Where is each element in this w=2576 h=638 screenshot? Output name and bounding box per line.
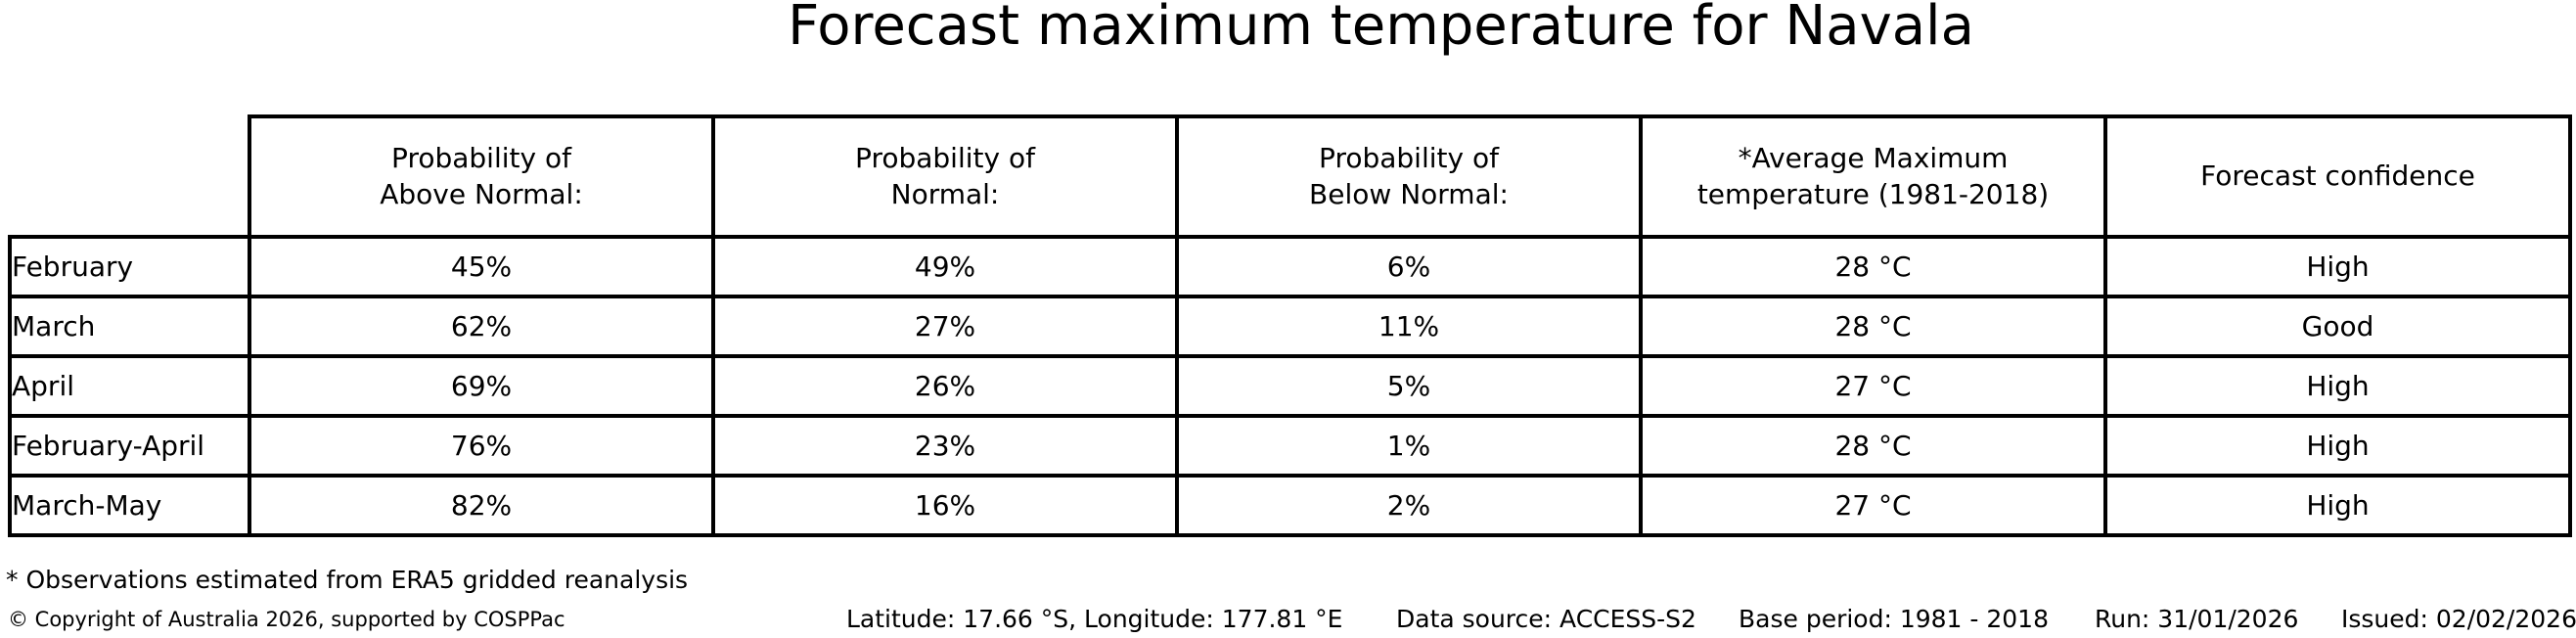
data-cell: 76%: [248, 414, 715, 478]
issued-date-text: Issued: 02/02/2026: [2341, 605, 2576, 633]
table-row: February-April 76% 23% 1% 28 °C High: [8, 414, 2572, 478]
data-cell: 69%: [248, 354, 715, 418]
data-cell: 5%: [1175, 354, 1643, 418]
data-cell: 45%: [248, 235, 715, 298]
row-label-cell: March-May: [8, 474, 251, 537]
column-header-probability-above-normal: Probability of Above Normal:: [248, 114, 715, 239]
data-cell: 1%: [1175, 414, 1643, 478]
column-header-average-maximum-temperature: *Average Maximum temperature (1981-2018): [1639, 114, 2107, 239]
row-label-cell: February: [8, 235, 251, 298]
data-cell: Good: [2103, 295, 2572, 358]
data-cell: High: [2103, 235, 2572, 298]
data-cell: 27 °C: [1639, 354, 2107, 418]
data-source-text: Data source: ACCESS-S2: [1396, 605, 1696, 633]
data-cell: High: [2103, 474, 2572, 537]
row-label-cell: February-April: [8, 414, 251, 478]
row-label-cell: March: [8, 295, 251, 358]
table-row: March 62% 27% 11% 28 °C Good: [8, 295, 2572, 358]
column-header-probability-below-normal: Probability of Below Normal:: [1175, 114, 1643, 239]
corner-cell: [10, 116, 249, 237]
data-cell: 11%: [1175, 295, 1643, 358]
forecast-table: Probability of Above Normal: Probability…: [8, 114, 2572, 537]
data-cell: High: [2103, 414, 2572, 478]
data-cell: 23%: [711, 414, 1179, 478]
header-row: Probability of Above Normal: Probability…: [10, 114, 2572, 239]
data-cell: 6%: [1175, 235, 1643, 298]
column-header-probability-normal: Probability of Normal:: [711, 114, 1179, 239]
base-period-text: Base period: 1981 - 2018: [1739, 605, 2049, 633]
data-cell: 28 °C: [1639, 295, 2107, 358]
footnote: * Observations estimated from ERA5 gridd…: [6, 566, 689, 594]
data-cell: 28 °C: [1639, 235, 2107, 298]
data-cell: 2%: [1175, 474, 1643, 537]
data-cell: 27 °C: [1639, 474, 2107, 537]
data-cell: 27%: [711, 295, 1179, 358]
row-label-cell: April: [8, 354, 251, 418]
table-body: February 45% 49% 6% 28 °C High March 62% 27% 11% 2…: [8, 235, 2572, 537]
data-cell: 16%: [711, 474, 1179, 537]
location-text: Latitude: 17.66 °S, Longitude: 177.81 °E: [846, 605, 1343, 633]
copyright-text: © Copyright of Australia 2026, supported…: [8, 608, 565, 631]
data-cell: 62%: [248, 295, 715, 358]
data-cell: High: [2103, 354, 2572, 418]
data-cell: 28 °C: [1639, 414, 2107, 478]
page-title: Forecast maximum temperature for Navala: [788, 0, 1974, 58]
data-cell: 26%: [711, 354, 1179, 418]
table-row: April 69% 26% 5% 27 °C High: [8, 354, 2572, 418]
table-row: March-May 82% 16% 2% 27 °C High: [8, 474, 2572, 537]
run-date-text: Run: 31/01/2026: [2095, 605, 2299, 633]
column-header-forecast-confidence: Forecast confidence: [2103, 114, 2572, 239]
data-cell: 82%: [248, 474, 715, 537]
data-cell: 49%: [711, 235, 1179, 298]
table-row: February 45% 49% 6% 28 °C High: [8, 235, 2572, 298]
